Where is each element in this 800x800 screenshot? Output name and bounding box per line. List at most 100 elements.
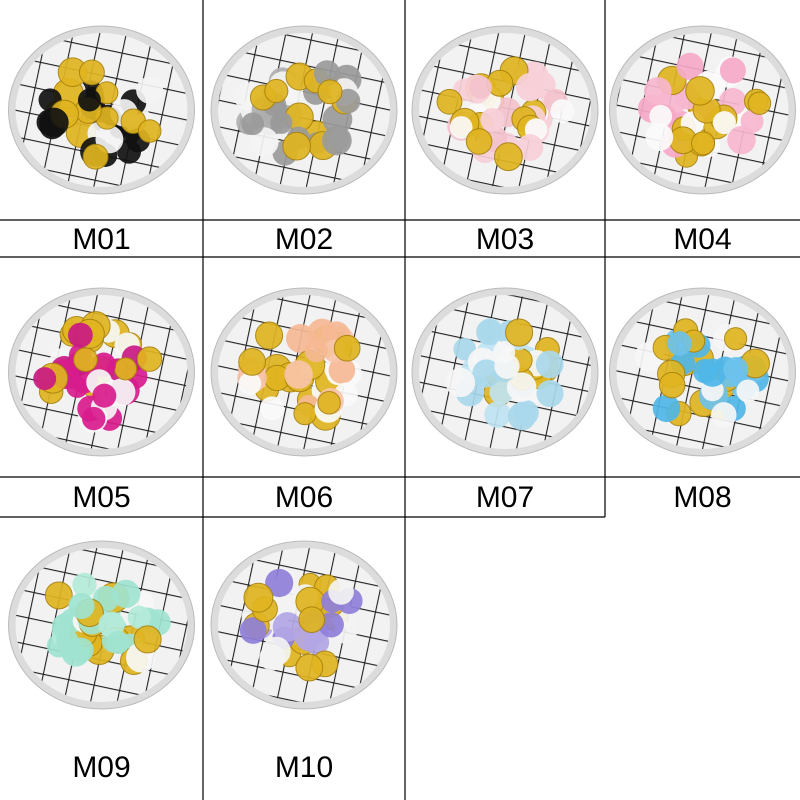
product-photo bbox=[411, 25, 599, 195]
confetti bbox=[436, 88, 463, 115]
product-label: M09 bbox=[72, 751, 130, 784]
confetti bbox=[73, 347, 98, 372]
product-label: M10 bbox=[275, 751, 333, 784]
confetti bbox=[298, 606, 325, 633]
confetti bbox=[724, 327, 748, 351]
confetti bbox=[68, 322, 93, 348]
confetti bbox=[317, 79, 343, 105]
confetti bbox=[272, 612, 303, 642]
confetti bbox=[111, 579, 141, 609]
confetti bbox=[507, 402, 537, 431]
confetti bbox=[465, 128, 493, 155]
product-photo bbox=[8, 540, 195, 710]
confetti bbox=[658, 371, 686, 399]
confetti bbox=[449, 116, 473, 139]
confetti bbox=[259, 396, 285, 421]
confetti bbox=[39, 107, 69, 138]
confetti bbox=[484, 401, 511, 428]
confetti bbox=[685, 76, 715, 106]
confetti bbox=[505, 318, 534, 347]
confetti bbox=[328, 579, 354, 605]
confetti bbox=[106, 630, 130, 654]
confetti bbox=[295, 653, 324, 682]
confetti bbox=[712, 111, 736, 135]
confetti bbox=[243, 582, 274, 613]
confetti bbox=[493, 341, 516, 364]
confetti bbox=[56, 629, 79, 652]
confetti bbox=[77, 88, 101, 112]
confetti bbox=[82, 143, 109, 170]
confetti bbox=[270, 111, 293, 134]
confetti bbox=[328, 356, 356, 384]
confetti bbox=[114, 357, 138, 381]
product-label: M02 bbox=[275, 223, 333, 256]
confetti bbox=[261, 636, 291, 666]
confetti bbox=[747, 91, 772, 115]
confetti bbox=[536, 380, 564, 408]
confetti bbox=[727, 125, 756, 155]
confetti bbox=[322, 125, 352, 156]
confetti bbox=[711, 402, 737, 428]
confetti bbox=[133, 625, 162, 654]
confetti bbox=[494, 142, 523, 172]
confetti bbox=[719, 57, 746, 84]
confetti bbox=[241, 112, 265, 136]
confetti bbox=[92, 383, 117, 408]
product-photo bbox=[411, 287, 599, 457]
confetti bbox=[72, 572, 97, 597]
product-label: M04 bbox=[673, 223, 731, 256]
confetti bbox=[282, 131, 312, 161]
confetti bbox=[304, 338, 328, 363]
confetti bbox=[649, 104, 673, 128]
confetti bbox=[480, 107, 505, 132]
confetti bbox=[691, 131, 715, 156]
product-label: M06 bbox=[275, 481, 333, 514]
confetti bbox=[127, 605, 151, 629]
confetti bbox=[284, 360, 313, 389]
confetti bbox=[516, 134, 544, 161]
confetti bbox=[265, 568, 294, 598]
product-photo bbox=[8, 25, 195, 195]
confetti bbox=[643, 77, 672, 105]
confetti bbox=[255, 321, 284, 350]
product-label: M01 bbox=[72, 223, 130, 256]
confetti bbox=[506, 372, 537, 402]
confetti bbox=[692, 358, 718, 384]
confetti bbox=[550, 99, 575, 124]
confetti bbox=[445, 367, 476, 398]
product-photo bbox=[210, 540, 398, 710]
confetti bbox=[736, 379, 760, 403]
confetti bbox=[33, 367, 57, 391]
confetti bbox=[667, 331, 692, 356]
confetti bbox=[44, 581, 73, 610]
product-photo bbox=[609, 287, 796, 457]
product-label: M03 bbox=[476, 223, 534, 256]
confetti bbox=[333, 334, 361, 362]
confetti bbox=[723, 356, 749, 383]
confetti bbox=[476, 319, 503, 346]
confetti bbox=[535, 350, 564, 379]
product-photo bbox=[210, 25, 398, 195]
confetti bbox=[645, 123, 674, 152]
confetti bbox=[137, 119, 162, 143]
confetti bbox=[293, 402, 317, 426]
confetti bbox=[472, 359, 501, 388]
confetti bbox=[238, 348, 266, 376]
confetti bbox=[264, 78, 289, 104]
confetti bbox=[68, 592, 95, 620]
product-label: M05 bbox=[72, 481, 130, 514]
confetti bbox=[676, 52, 704, 81]
confetti bbox=[249, 127, 279, 157]
product-photo bbox=[210, 287, 398, 457]
product-label: M08 bbox=[673, 481, 731, 514]
confetti bbox=[469, 76, 492, 99]
confetti bbox=[136, 76, 164, 104]
product-label: M07 bbox=[476, 481, 534, 514]
confetti bbox=[78, 59, 105, 86]
confetti bbox=[136, 346, 163, 372]
confetti bbox=[81, 406, 106, 431]
product-photo bbox=[8, 287, 195, 457]
confetti bbox=[515, 72, 545, 102]
